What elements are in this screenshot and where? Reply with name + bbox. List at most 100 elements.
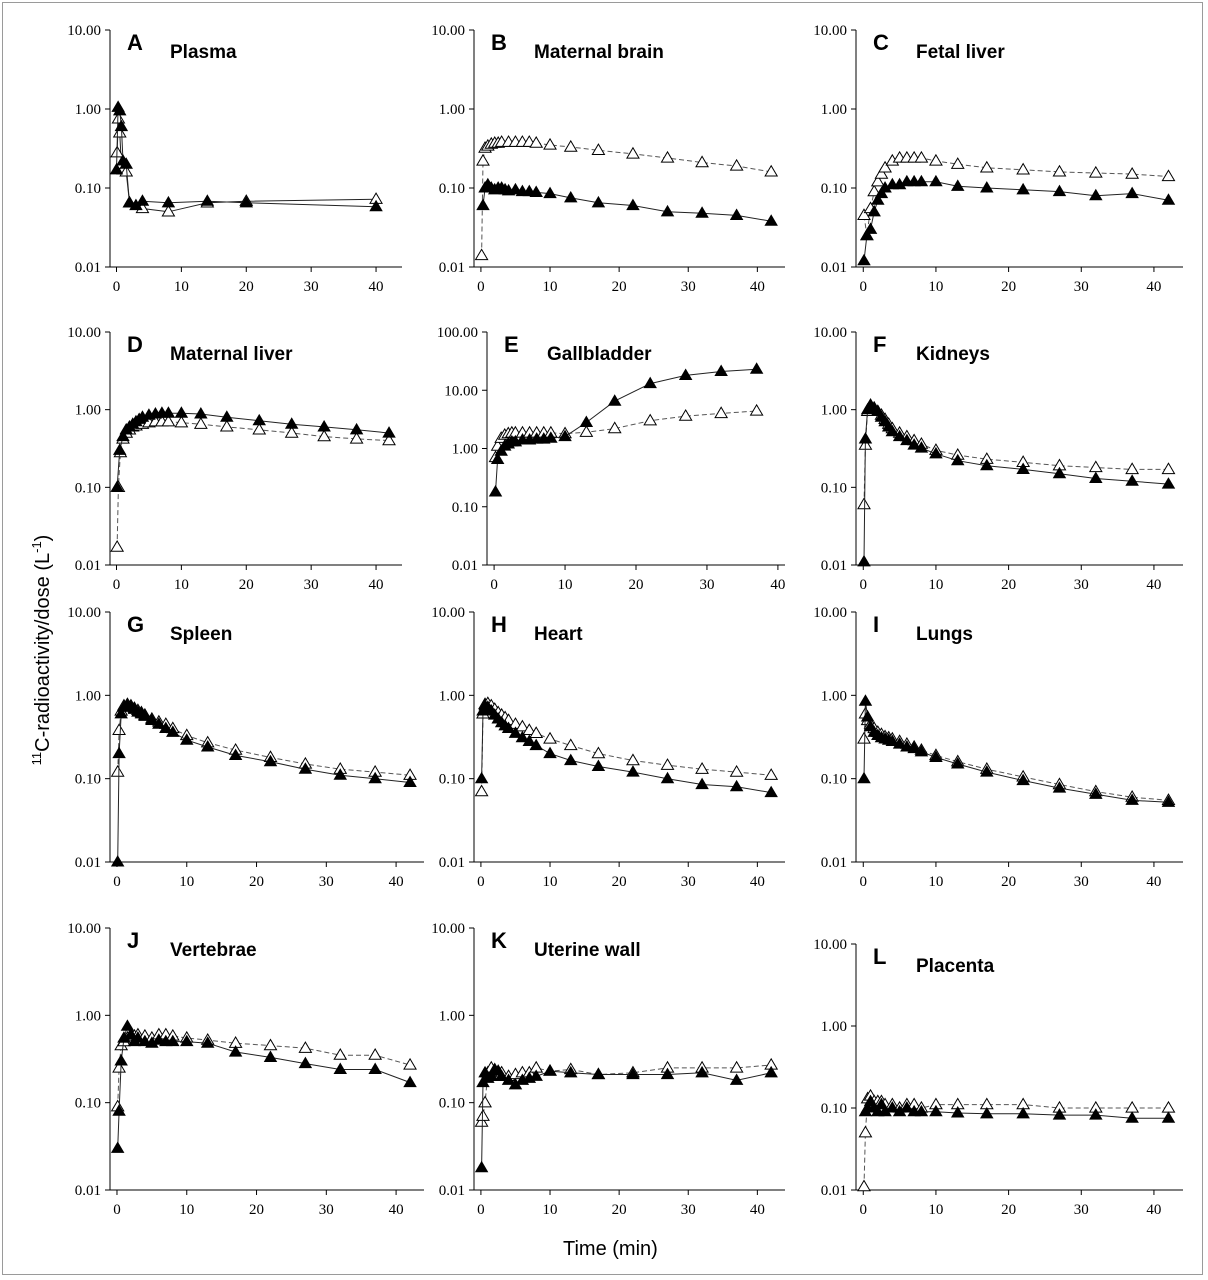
panel-f-point-filled-triangle xyxy=(907,438,921,450)
panel-d-point-open-triangle xyxy=(317,429,332,442)
panel-j-point-filled-triangle xyxy=(131,1031,145,1043)
panel-a-point-filled-triangle xyxy=(369,199,383,212)
panel-h-point-filled-triangle xyxy=(522,734,537,746)
panel-g-point-filled-triangle xyxy=(114,706,128,719)
panel-k-letter: K xyxy=(491,928,507,953)
panel-d-ytick-label: 10.00 xyxy=(67,325,101,341)
panel-h-point-filled-triangle xyxy=(695,777,709,790)
panel-j-point-filled-triangle xyxy=(333,1062,348,1075)
panel-h-point-filled-triangle xyxy=(660,771,675,784)
panel-j-ytick-label: 0.10 xyxy=(75,1096,101,1112)
panel-f-point-filled-triangle xyxy=(885,424,900,437)
panel-k-point-filled-triangle xyxy=(474,1160,489,1173)
x-axis-title: Time (min) xyxy=(563,1238,658,1260)
panel-l-point-filled-triangle xyxy=(1125,1111,1139,1123)
panel-h-point-open-triangle xyxy=(563,738,578,751)
panel-e-point-filled-triangle xyxy=(643,376,657,389)
panel-i-ytick-label: 0.10 xyxy=(821,772,847,788)
panel-i-xtick-label: 10 xyxy=(928,874,943,890)
panel-i-letter: I xyxy=(873,612,879,637)
panel-h-point-open-triangle xyxy=(626,753,640,766)
panel-e-ytick-label: 0.01 xyxy=(452,558,478,574)
panel-i-point-filled-triangle xyxy=(1016,773,1030,786)
panel-e-xtick-label: 30 xyxy=(699,577,714,593)
panel-l-point-filled-triangle xyxy=(1161,1111,1176,1123)
panel-a-xtick-label: 20 xyxy=(239,279,254,295)
panel-k-point-filled-triangle xyxy=(695,1065,709,1078)
panel-k-point-filled-triangle xyxy=(626,1067,640,1080)
panel-f-point-open-triangle xyxy=(1125,462,1140,475)
panel-g-ytick-label: 0.10 xyxy=(75,772,101,788)
panel-f-point-filled-triangle xyxy=(914,441,929,453)
panel-h-ytick-label: 0.01 xyxy=(439,855,465,871)
panel-a-ytick-label: 0.10 xyxy=(75,181,101,197)
panel-c-point-open-triangle xyxy=(857,208,871,221)
panel-d-point-filled-triangle xyxy=(252,413,266,426)
panel-l-point-filled-triangle xyxy=(1052,1108,1067,1120)
panel-g-point-filled-triangle xyxy=(110,855,125,867)
panel-b-point-filled-triangle xyxy=(660,204,675,217)
panel-e-point-filled-triangle xyxy=(714,364,728,377)
panel-e-point-filled-triangle xyxy=(579,415,594,428)
panel-k-point-open-triangle xyxy=(478,1095,492,1108)
panel-d-ytick-label: 1.00 xyxy=(75,403,101,419)
panel-l-title: Placenta xyxy=(916,956,995,977)
panel-f-title: Kidneys xyxy=(916,344,990,365)
panel-c-xtick-label: 30 xyxy=(1074,279,1089,295)
panel-j-ytick-label: 1.00 xyxy=(75,1008,101,1024)
panel-g-letter: G xyxy=(127,612,144,637)
panel-e-ytick-label: 10.00 xyxy=(444,383,478,399)
y-axis-title-exponent: -1 xyxy=(29,541,45,553)
panel-f-point-filled-triangle xyxy=(858,432,873,444)
panel-i-ytick-label: 10.00 xyxy=(813,605,847,621)
panel-f-ytick-label: 1.00 xyxy=(821,403,847,419)
panel-k-xtick-label: 30 xyxy=(681,1202,696,1218)
panel-b-ytick-label: 0.10 xyxy=(439,181,465,197)
panel-d-point-open-triangle xyxy=(193,417,208,429)
panel-f-point-filled-triangle xyxy=(980,458,994,471)
panel-a-point-filled-triangle xyxy=(109,162,124,175)
panel-k-xtick-label: 0 xyxy=(477,1202,485,1218)
panel-c-point-open-triangle xyxy=(1161,169,1176,182)
panel-f-xtick-label: 10 xyxy=(928,577,943,593)
panel-b-ytick-label: 10.00 xyxy=(431,23,465,39)
panel-h-xtick-label: 10 xyxy=(543,874,558,890)
panel-i-point-filled-triangle xyxy=(1052,781,1067,793)
panel-g-point-filled-triangle xyxy=(166,725,180,737)
panel-i-point-filled-triangle xyxy=(858,694,873,706)
panel-j-point-filled-triangle xyxy=(112,1104,126,1116)
panel-e-point-filled-triangle xyxy=(544,431,558,443)
panel-c-point-open-triangle xyxy=(878,160,892,173)
panel-j-xtick-label: 20 xyxy=(249,1202,264,1218)
panel-b-xtick-label: 20 xyxy=(612,279,627,295)
panel-d-title: Maternal liver xyxy=(170,344,293,365)
panel-c-point-open-triangle xyxy=(1016,162,1031,175)
panel-e-point-filled-triangle xyxy=(488,484,503,497)
panel-i-point-filled-triangle xyxy=(980,765,994,777)
panel-a-point-filled-triangle xyxy=(239,195,254,208)
panel-e-ytick-label: 1.00 xyxy=(452,442,478,458)
panel-c-point-open-triangle xyxy=(867,184,882,197)
panel-i-point-filled-triangle xyxy=(900,740,914,752)
panel-h-title: Heart xyxy=(534,624,583,645)
panel-b-point-open-triangle xyxy=(474,248,489,261)
panel-h-point-filled-triangle xyxy=(564,753,578,766)
panel-j-point-filled-triangle xyxy=(180,1034,194,1047)
panel-a-series-filled-line xyxy=(116,107,377,208)
panel-i-point-filled-triangle xyxy=(1161,795,1176,807)
panel-l-point-open-triangle xyxy=(1161,1100,1176,1113)
panel-b-point-open-triangle xyxy=(476,153,490,166)
panel-g-point-filled-triangle xyxy=(368,771,382,784)
panel-g-point-filled-triangle xyxy=(263,754,278,767)
panel-f-series-open-line xyxy=(863,405,1169,505)
panel-f-ytick-label: 0.01 xyxy=(821,558,847,574)
panel-h-point-filled-triangle xyxy=(529,738,543,751)
panel-b-point-filled-triangle xyxy=(543,186,557,199)
panel-g-ytick-label: 10.00 xyxy=(67,605,101,621)
panel-k-point-open-triangle xyxy=(474,1114,489,1127)
panel-l-xtick-label: 40 xyxy=(1146,1202,1161,1218)
panel-l-letter: L xyxy=(873,944,886,969)
panel-a-xtick-label: 30 xyxy=(304,279,319,295)
